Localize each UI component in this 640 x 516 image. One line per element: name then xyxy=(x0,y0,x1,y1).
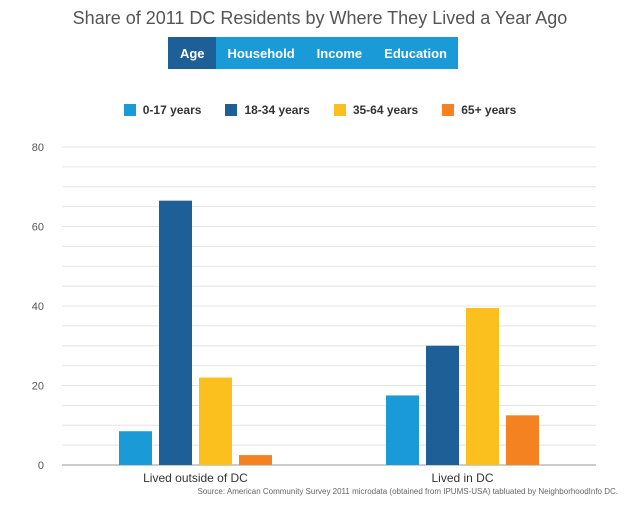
bar xyxy=(506,415,539,465)
legend-label: 35-64 years xyxy=(352,103,419,117)
x-tick-label: Lived outside of DC xyxy=(143,471,248,485)
tab-bar: Age Household Income Education xyxy=(168,37,458,69)
bar xyxy=(199,377,232,465)
y-tick-label: 80 xyxy=(32,142,44,154)
tab-age[interactable]: Age xyxy=(168,37,217,69)
source-note: Source: American Community Survey 2011 m… xyxy=(197,487,619,496)
tab-income[interactable]: Income xyxy=(316,45,363,61)
bar xyxy=(119,431,152,465)
bar xyxy=(239,455,272,465)
legend-swatch xyxy=(333,104,346,116)
y-tick-label: 60 xyxy=(32,222,44,234)
legend-item-0-17[interactable]: 0-17 years xyxy=(123,103,202,117)
legend-item-65-plus[interactable]: 65+ years xyxy=(442,103,516,117)
y-tick-label: 40 xyxy=(32,301,44,313)
chart-title: Share of 2011 DC Residents by Where They… xyxy=(72,8,568,28)
bar xyxy=(426,345,459,465)
tab-household[interactable]: Household xyxy=(227,45,295,61)
y-tick-label: 0 xyxy=(38,460,44,472)
legend-item-35-64[interactable]: 35-64 years xyxy=(333,103,419,117)
chart-legend: 0-17 years 18-34 years 35-64 years 65+ y… xyxy=(0,103,640,117)
bar xyxy=(386,395,419,465)
legend-swatch xyxy=(442,104,455,116)
bar xyxy=(466,307,499,465)
bar xyxy=(159,200,192,465)
legend-swatch xyxy=(123,104,136,116)
legend-item-18-34[interactable]: 18-34 years xyxy=(225,103,310,117)
legend-label: 18-34 years xyxy=(244,103,310,117)
legend-label: 65+ years xyxy=(461,103,517,117)
tab-education[interactable]: Education xyxy=(384,45,447,61)
x-tick-label: Lived in DC xyxy=(431,471,493,485)
y-tick-label: 20 xyxy=(32,381,44,393)
legend-swatch xyxy=(225,104,238,116)
legend-label: 0-17 years xyxy=(142,103,202,117)
